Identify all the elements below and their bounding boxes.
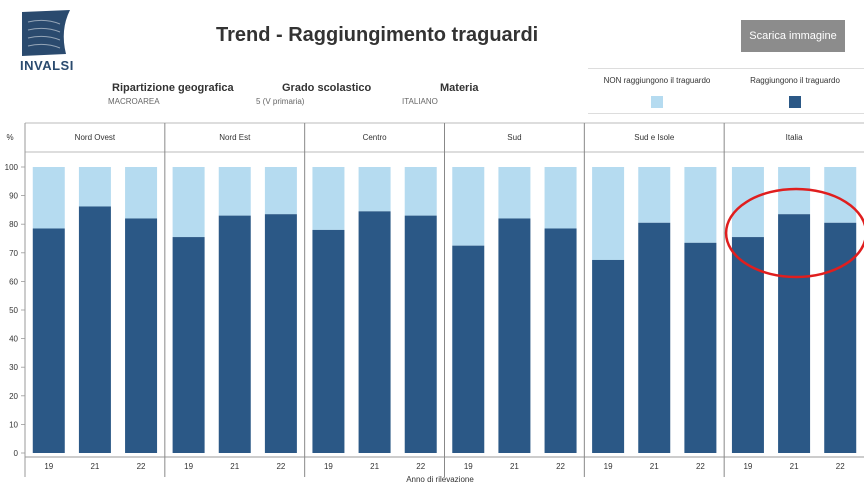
x-tick-label: 21 — [90, 462, 99, 471]
logo-sail-icon — [22, 10, 70, 56]
legend-swatch-not-reached — [651, 96, 663, 108]
bar-not-reached — [452, 167, 485, 246]
panel-title: Sud — [507, 133, 521, 142]
x-tick-label: 19 — [184, 462, 193, 471]
bar-reached — [731, 237, 764, 453]
bar-reached — [684, 242, 717, 453]
highlight-ellipse — [724, 187, 864, 279]
download-image-button[interactable]: Scarica immagine — [741, 20, 845, 52]
x-tick-label: 21 — [650, 462, 659, 471]
bar-reached — [778, 214, 811, 453]
bar-not-reached — [264, 167, 297, 215]
y-tick-label: 90 — [9, 192, 18, 201]
legend-swatch-reached — [789, 96, 801, 108]
bar-not-reached — [684, 167, 717, 243]
panel-title: Italia — [786, 133, 803, 142]
filter-subject[interactable]: Materia ITALIANO — [402, 82, 479, 106]
bar-reached — [78, 206, 111, 453]
panel-title: Nord Ovest — [75, 133, 116, 142]
bar-reached — [638, 222, 671, 453]
legend-item-reached[interactable]: Raggiungono il traguardo — [726, 69, 864, 108]
bar-not-reached — [312, 167, 345, 230]
legend: NON raggiungono il traguardo Raggiungono… — [588, 68, 864, 114]
bar-reached — [312, 229, 345, 453]
bar-not-reached — [172, 167, 205, 238]
bar-not-reached — [544, 167, 577, 229]
bar-reached — [358, 211, 391, 453]
legend-label-not-reached: NON raggiungono il traguardo — [603, 76, 711, 85]
bar-not-reached — [638, 167, 671, 223]
legend-label-reached: Raggiungono il traguardo — [750, 76, 840, 85]
bar-not-reached — [592, 167, 625, 260]
y-tick-label: 40 — [9, 335, 18, 344]
x-tick-label: 22 — [416, 462, 425, 471]
bar-reached — [32, 228, 65, 453]
y-tick-label: 30 — [9, 363, 18, 372]
filter-grade-label: Grado scolastico — [282, 82, 372, 94]
filter-grade[interactable]: Grado scolastico 5 (V primaria) — [256, 82, 372, 106]
y-tick-label: 10 — [9, 420, 18, 429]
panel-title: Nord Est — [219, 133, 251, 142]
x-axis-label: Anno di rilevazione — [406, 475, 474, 484]
x-tick-label: 19 — [743, 462, 752, 471]
y-tick-label: 60 — [9, 277, 18, 286]
panel-title: Centro — [363, 133, 388, 142]
filter-grade-value: 5 (V primaria) — [256, 97, 305, 106]
x-tick-label: 19 — [324, 462, 333, 471]
page-title: Trend - Raggiungimento traguardi — [216, 24, 539, 46]
y-tick-label: 100 — [5, 163, 19, 172]
x-tick-label: 19 — [464, 462, 473, 471]
x-tick-label: 21 — [510, 462, 519, 471]
y-tick-label: 20 — [9, 392, 18, 401]
x-tick-label: 22 — [696, 462, 705, 471]
filter-subject-value: ITALIANO — [402, 97, 438, 106]
x-tick-label: 22 — [836, 462, 845, 471]
bar-reached — [125, 218, 158, 453]
invalsi-logo: INVALSI — [20, 10, 78, 76]
y-tick-label: 70 — [9, 249, 18, 258]
panel-title: Sud e Isole — [634, 133, 675, 142]
y-tick-label: 80 — [9, 220, 18, 229]
x-tick-label: 22 — [137, 462, 146, 471]
bar-reached — [218, 215, 251, 453]
x-tick-label: 21 — [790, 462, 799, 471]
bar-reached — [264, 214, 297, 453]
bar-reached — [452, 245, 485, 453]
bar-not-reached — [358, 167, 391, 212]
x-tick-label: 22 — [556, 462, 565, 471]
y-tick-label: 50 — [9, 306, 18, 315]
y-axis-label: % — [6, 133, 13, 142]
bar-not-reached — [32, 167, 65, 229]
bar-not-reached — [218, 167, 251, 216]
x-tick-label: 22 — [276, 462, 285, 471]
x-tick-label: 21 — [230, 462, 239, 471]
x-tick-label: 19 — [44, 462, 53, 471]
bar-reached — [824, 222, 857, 453]
x-tick-label: 21 — [370, 462, 379, 471]
legend-item-not-reached[interactable]: NON raggiungono il traguardo — [588, 69, 726, 108]
bar-reached — [498, 218, 531, 453]
bar-reached — [544, 228, 577, 453]
x-tick-label: 19 — [604, 462, 613, 471]
bar-not-reached — [404, 167, 437, 216]
bar-not-reached — [498, 167, 531, 219]
y-tick-label: 0 — [14, 449, 19, 458]
bar-reached — [404, 215, 437, 453]
filter-geographic-value: MACROAREA — [108, 97, 160, 106]
filter-geographic[interactable]: Ripartizione geografica MACROAREA — [108, 82, 234, 106]
logo-text: INVALSI — [20, 58, 74, 73]
bar-reached — [172, 237, 205, 453]
filter-geographic-label: Ripartizione geografica — [112, 82, 234, 94]
bar-not-reached — [125, 167, 158, 219]
filter-subject-label: Materia — [440, 82, 479, 94]
bar-reached — [592, 259, 625, 453]
bar-not-reached — [78, 167, 111, 207]
